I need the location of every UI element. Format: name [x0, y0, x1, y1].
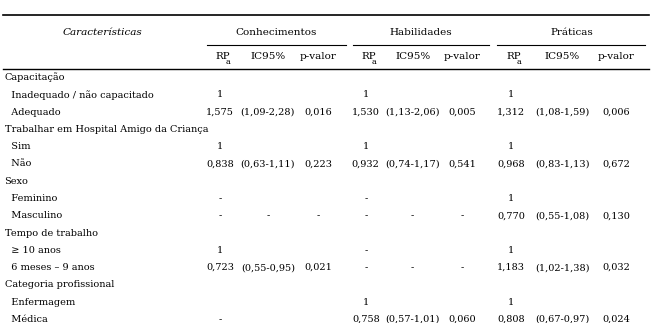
Text: 0,006: 0,006	[602, 108, 630, 117]
Text: -: -	[461, 211, 464, 220]
Text: 0,130: 0,130	[602, 211, 630, 220]
Text: (1,02-1,38): (1,02-1,38)	[535, 263, 589, 272]
Text: -: -	[218, 211, 222, 220]
Text: 0,838: 0,838	[206, 160, 234, 168]
Text: -: -	[411, 211, 414, 220]
Text: 0,005: 0,005	[449, 108, 476, 117]
Text: 0,016: 0,016	[304, 108, 333, 117]
Text: Conhecimentos: Conhecimentos	[236, 28, 317, 37]
Text: (1,08-1,59): (1,08-1,59)	[535, 108, 589, 117]
Text: Trabalhar em Hospital Amigo da Criança: Trabalhar em Hospital Amigo da Criança	[5, 125, 208, 134]
Text: Sim: Sim	[5, 142, 30, 151]
Text: 1: 1	[363, 298, 369, 307]
Text: -: -	[364, 194, 367, 203]
Text: -: -	[461, 263, 464, 272]
Text: ≥ 10 anos: ≥ 10 anos	[5, 246, 61, 255]
Text: 1: 1	[217, 90, 223, 99]
Text: 0,032: 0,032	[602, 263, 630, 272]
Text: 0,223: 0,223	[304, 160, 333, 168]
Text: (0,83-1,13): (0,83-1,13)	[535, 160, 589, 168]
Text: 1: 1	[508, 246, 514, 255]
Text: (1,13-2,06): (1,13-2,06)	[385, 108, 440, 117]
Text: (0,55-1,08): (0,55-1,08)	[535, 211, 589, 220]
Text: RP: RP	[361, 52, 376, 61]
Text: 1: 1	[508, 298, 514, 307]
Text: 1,530: 1,530	[352, 108, 379, 117]
Text: 1: 1	[217, 142, 223, 151]
Text: 0,932: 0,932	[352, 160, 379, 168]
Text: p-valor: p-valor	[444, 52, 481, 61]
Text: -: -	[364, 211, 367, 220]
Text: 0,541: 0,541	[449, 160, 477, 168]
Text: 1,575: 1,575	[206, 108, 234, 117]
Text: 1: 1	[363, 142, 369, 151]
Text: 0,021: 0,021	[304, 263, 333, 272]
Text: (0,57-1,01): (0,57-1,01)	[385, 315, 440, 323]
Text: -: -	[411, 263, 414, 272]
Text: 1: 1	[363, 90, 369, 99]
Text: -: -	[364, 246, 367, 255]
Text: IC95%: IC95%	[250, 52, 286, 61]
Text: 0,060: 0,060	[449, 315, 476, 323]
Text: Capacitação: Capacitação	[5, 73, 65, 82]
Text: (0,67-0,97): (0,67-0,97)	[535, 315, 589, 323]
Text: RP: RP	[215, 52, 230, 61]
Text: 1,312: 1,312	[497, 108, 526, 117]
Text: 1: 1	[508, 90, 514, 99]
Text: (0,63-1,11): (0,63-1,11)	[241, 160, 295, 168]
Text: Características: Características	[62, 28, 142, 37]
Text: (0,55-0,95): (0,55-0,95)	[241, 263, 295, 272]
Text: Adequado: Adequado	[5, 108, 60, 117]
Text: a: a	[226, 58, 230, 66]
Text: 0,758: 0,758	[352, 315, 379, 323]
Text: p-valor: p-valor	[598, 52, 635, 61]
Text: Enfermagem: Enfermagem	[5, 298, 75, 307]
Text: 1: 1	[508, 194, 514, 203]
Text: Categoria profissional: Categoria profissional	[5, 280, 114, 289]
Text: Sexo: Sexo	[5, 177, 29, 186]
Text: 1: 1	[508, 142, 514, 151]
Text: (0,74-1,17): (0,74-1,17)	[385, 160, 440, 168]
Text: IC95%: IC95%	[544, 52, 580, 61]
Text: RP: RP	[507, 52, 522, 61]
Text: Inadequado / não capacitado: Inadequado / não capacitado	[5, 90, 153, 100]
Text: Práticas: Práticas	[550, 28, 593, 37]
Text: 1,183: 1,183	[497, 263, 526, 272]
Text: a: a	[371, 58, 376, 66]
Text: -: -	[266, 211, 269, 220]
Text: Feminino: Feminino	[5, 194, 57, 203]
Text: (1,09-2,28): (1,09-2,28)	[241, 108, 295, 117]
Text: Não: Não	[5, 160, 31, 168]
Text: 6 meses – 9 anos: 6 meses – 9 anos	[5, 263, 94, 272]
Text: 1: 1	[217, 246, 223, 255]
Text: 0,808: 0,808	[497, 315, 525, 323]
Text: 0,968: 0,968	[497, 160, 525, 168]
Text: 0,024: 0,024	[602, 315, 630, 323]
Text: -: -	[364, 263, 367, 272]
Text: Habilidades: Habilidades	[390, 28, 452, 37]
Text: Masculino: Masculino	[5, 211, 62, 220]
Text: p-valor: p-valor	[300, 52, 337, 61]
Text: IC95%: IC95%	[395, 52, 430, 61]
Text: 0,672: 0,672	[602, 160, 630, 168]
Text: -: -	[218, 194, 222, 203]
Text: a: a	[516, 58, 522, 66]
Text: 0,723: 0,723	[206, 263, 234, 272]
Text: -: -	[317, 211, 320, 220]
Text: Médica: Médica	[5, 315, 48, 323]
Text: Tempo de trabalho: Tempo de trabalho	[5, 229, 98, 237]
Text: 0,770: 0,770	[497, 211, 525, 220]
Text: -: -	[218, 315, 222, 323]
